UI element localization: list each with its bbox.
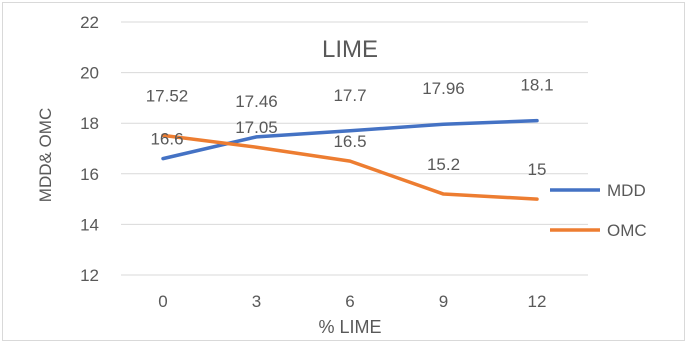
y-tick-label: 22 (80, 13, 99, 32)
data-label-mdd: 17.96 (422, 79, 465, 98)
legend: MDD OMC (550, 181, 647, 240)
data-label-omc: 17.05 (235, 118, 278, 137)
y-axis-label: MDD& OMC (36, 108, 55, 202)
data-labels: 16.6 17.46 17.7 17.96 18.1 17.52 17.05 16.5 15.2… (146, 76, 554, 179)
x-tick-label: 12 (528, 292, 547, 311)
y-tick-label: 20 (80, 64, 99, 83)
data-label-mdd: 16.6 (150, 130, 183, 149)
y-tick-label: 16 (80, 165, 99, 184)
x-tick-label: 9 (439, 292, 448, 311)
y-tick-label: 18 (80, 114, 99, 133)
chart-frame: 12 14 16 18 20 22 0 3 6 9 12 16.6 17.46 17.7 17.96 18… (2, 2, 685, 341)
data-label-mdd: 18.1 (520, 76, 553, 95)
y-tick-labels: 12 14 16 18 20 22 (80, 13, 99, 285)
x-tick-labels: 0 3 6 9 12 (158, 292, 546, 311)
x-tick-label: 6 (345, 292, 354, 311)
data-label-mdd: 17.46 (235, 92, 278, 111)
x-tick-label: 3 (252, 292, 261, 311)
data-label-mdd: 17.7 (333, 86, 366, 105)
x-axis-label: % LIME (318, 317, 381, 337)
legend-label-omc: OMC (607, 221, 647, 240)
data-label-omc: 15.2 (427, 155, 460, 174)
gridlines (121, 21, 588, 276)
y-tick-label: 14 (80, 215, 99, 234)
y-tick-label: 12 (80, 266, 99, 285)
line-chart: 12 14 16 18 20 22 0 3 6 9 12 16.6 17.46 17.7 17.96 18… (36, 13, 647, 337)
data-label-omc: 16.5 (333, 132, 366, 151)
legend-label-mdd: MDD (607, 181, 646, 200)
data-label-omc: 15 (528, 160, 547, 179)
chart-title: LIME (322, 36, 378, 63)
series-lines (161, 118, 539, 201)
x-tick-label: 0 (158, 292, 167, 311)
data-label-omc: 17.52 (146, 86, 189, 105)
series-line-omc (161, 133, 539, 201)
